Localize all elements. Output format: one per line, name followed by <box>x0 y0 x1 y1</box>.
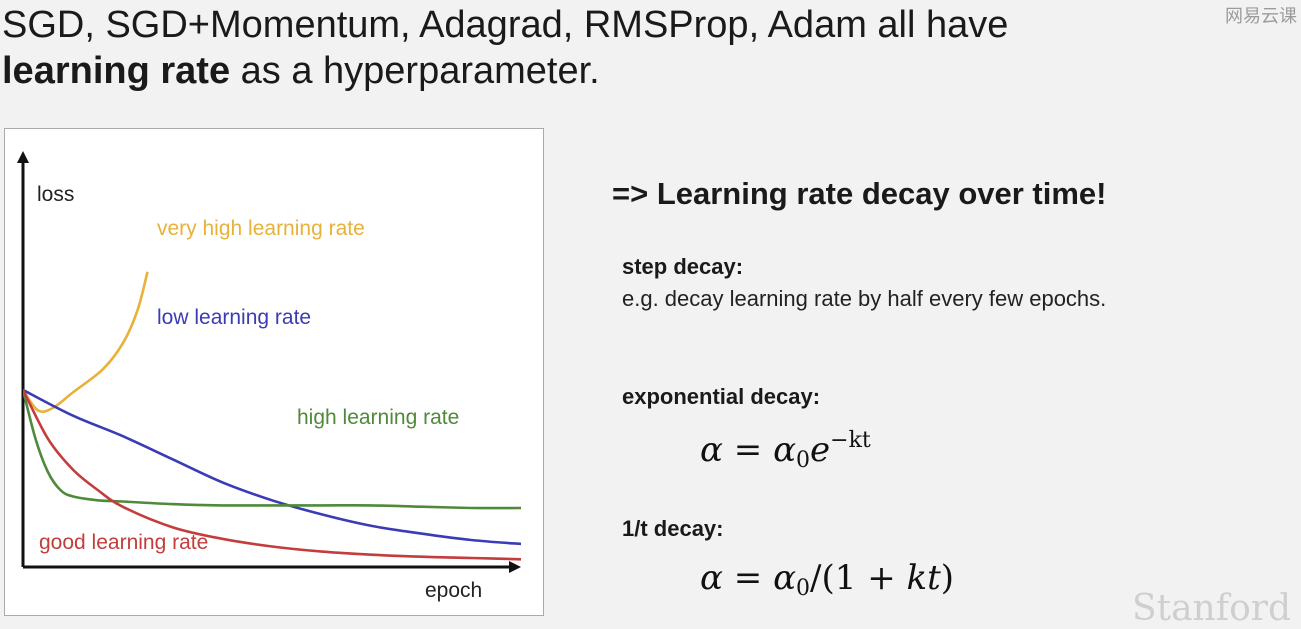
loss-chart: loss epoch very high learning rate low l… <box>4 128 544 616</box>
series-label-low: low learning rate <box>157 306 312 329</box>
formula-alpha: α <box>700 430 723 470</box>
formula-eq: = <box>722 430 774 470</box>
formula-alpha0: α <box>773 558 797 598</box>
formula-e: e <box>810 430 831 470</box>
series-line-good-learning-rate <box>23 389 522 561</box>
formula-k: k <box>906 558 928 598</box>
watermark-logo: 网易云课 <box>1225 6 1297 27</box>
series-line-low-learning-rate <box>23 388 522 546</box>
series-label-high: high learning rate <box>297 406 460 429</box>
y-axis-arrow <box>17 151 29 163</box>
step-decay-title: step decay: <box>622 254 744 279</box>
series-line-very-high-learning-rate <box>23 271 149 414</box>
formula-exp: −kt <box>830 428 871 453</box>
exp-decay-title: exponential decay: <box>622 384 821 409</box>
y-axis-label: loss <box>37 183 75 206</box>
inv-decay-title: 1/t decay: <box>622 516 724 541</box>
series-label-good: good learning rate <box>39 531 209 554</box>
formula-rest: /(1 + <box>810 558 907 598</box>
series-line-high-learning-rate <box>23 389 522 510</box>
step-decay-desc: e.g. decay learning rate by half every f… <box>622 286 1107 311</box>
slide-title-rest: as a hyperparameter. <box>230 50 600 92</box>
slide-title: SGD, SGD+Momentum, Adagrad, RMSProp, Ada… <box>2 2 1292 94</box>
loss-chart-svg <box>17 151 522 573</box>
formula-alpha: α <box>700 558 723 598</box>
headline: => Learning rate decay over time! <box>612 176 1107 211</box>
formula-sub0: 0 <box>796 448 811 473</box>
slide-title-bold: learning rate <box>2 50 231 92</box>
formula-sub0: 0 <box>796 576 811 601</box>
x-axis-arrow <box>509 561 521 573</box>
chart-series-layer <box>23 271 522 561</box>
slide-title-line-2: learning rate as a hyperparameter. <box>2 48 1292 94</box>
inv-decay-formula: α = α0/(1 + kt) <box>700 558 954 601</box>
slide-title-line-1: SGD, SGD+Momentum, Adagrad, RMSProp, Ada… <box>2 4 1009 46</box>
x-axis-label: epoch <box>425 579 483 602</box>
formula-close: ) <box>940 558 955 598</box>
formula-eq: = <box>722 558 774 598</box>
formula-alpha0: α <box>773 430 797 470</box>
formula-t: t <box>927 558 941 598</box>
chart-axes <box>17 151 521 573</box>
watermark-stanford: Stanford <box>1131 588 1291 629</box>
series-label-very-high: very high learning rate <box>157 217 365 240</box>
exp-decay-formula: α = α0e−kt <box>700 428 871 473</box>
